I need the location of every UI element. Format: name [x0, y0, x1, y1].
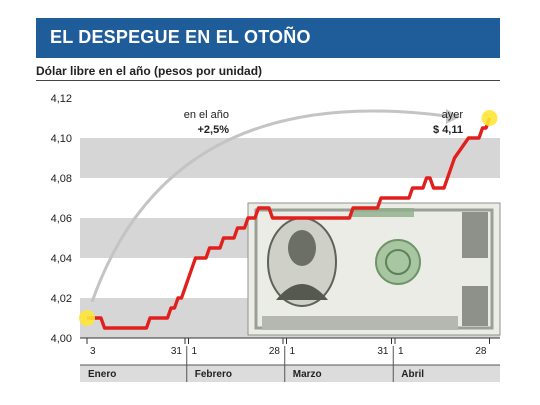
y-tick-label: 4,08 [51, 173, 72, 185]
end-marker [481, 110, 498, 126]
bill-numeral-lower [462, 286, 488, 326]
x-tick-label: 28 [475, 346, 487, 357]
grid-band [80, 138, 500, 178]
start-marker [79, 310, 95, 326]
month-band [80, 365, 500, 382]
bill-serial [352, 208, 414, 217]
y-tick-label: 4,12 [51, 93, 72, 105]
y-tick-label: 4,02 [51, 293, 72, 305]
y-tick-label: 4,04 [51, 253, 72, 265]
x-tick-label: 1 [192, 346, 198, 357]
dollar-bill-image [247, 202, 501, 336]
x-tick-label: 28 [269, 346, 281, 357]
chart-subtitle: Dólar libre en el año (pesos por unidad) [36, 64, 263, 78]
x-tick-label: 31 [171, 346, 183, 357]
bill-banner [262, 316, 458, 330]
portrait-body [276, 284, 328, 300]
x-tick-label: 3 [90, 346, 96, 357]
trend-arrow [90, 109, 447, 303]
annotation-value: +2,5% [198, 124, 230, 136]
subtitle-rule [36, 80, 500, 81]
x-tick-label: 1 [290, 346, 296, 357]
x-tick-label: 1 [398, 346, 404, 357]
month-label: Febrero [195, 369, 232, 380]
trend-arrowhead [446, 109, 460, 124]
annotation-label: ayer [442, 109, 464, 121]
header-bar: EL DESPEGUE EN EL OTOÑO [36, 18, 500, 58]
treasury-seal [375, 239, 421, 285]
price-line [87, 117, 492, 330]
treasury-seal-ring [385, 249, 411, 275]
y-tick-label: 4,10 [51, 133, 72, 145]
month-label: Enero [88, 369, 116, 380]
y-tick-label: 4,00 [51, 333, 72, 345]
y-tick-label: 4,06 [51, 213, 72, 225]
month-label: Abril [401, 369, 424, 380]
x-tick-label: 31 [377, 346, 389, 357]
bill-numeral [462, 212, 488, 258]
chart-title: EL DESPEGUE EN EL OTOÑO [50, 27, 311, 47]
portrait-head [288, 230, 316, 266]
annotation-label: en el año [184, 109, 229, 121]
annotation-value: $ 4,11 [433, 124, 463, 136]
month-label: Marzo [293, 369, 322, 380]
